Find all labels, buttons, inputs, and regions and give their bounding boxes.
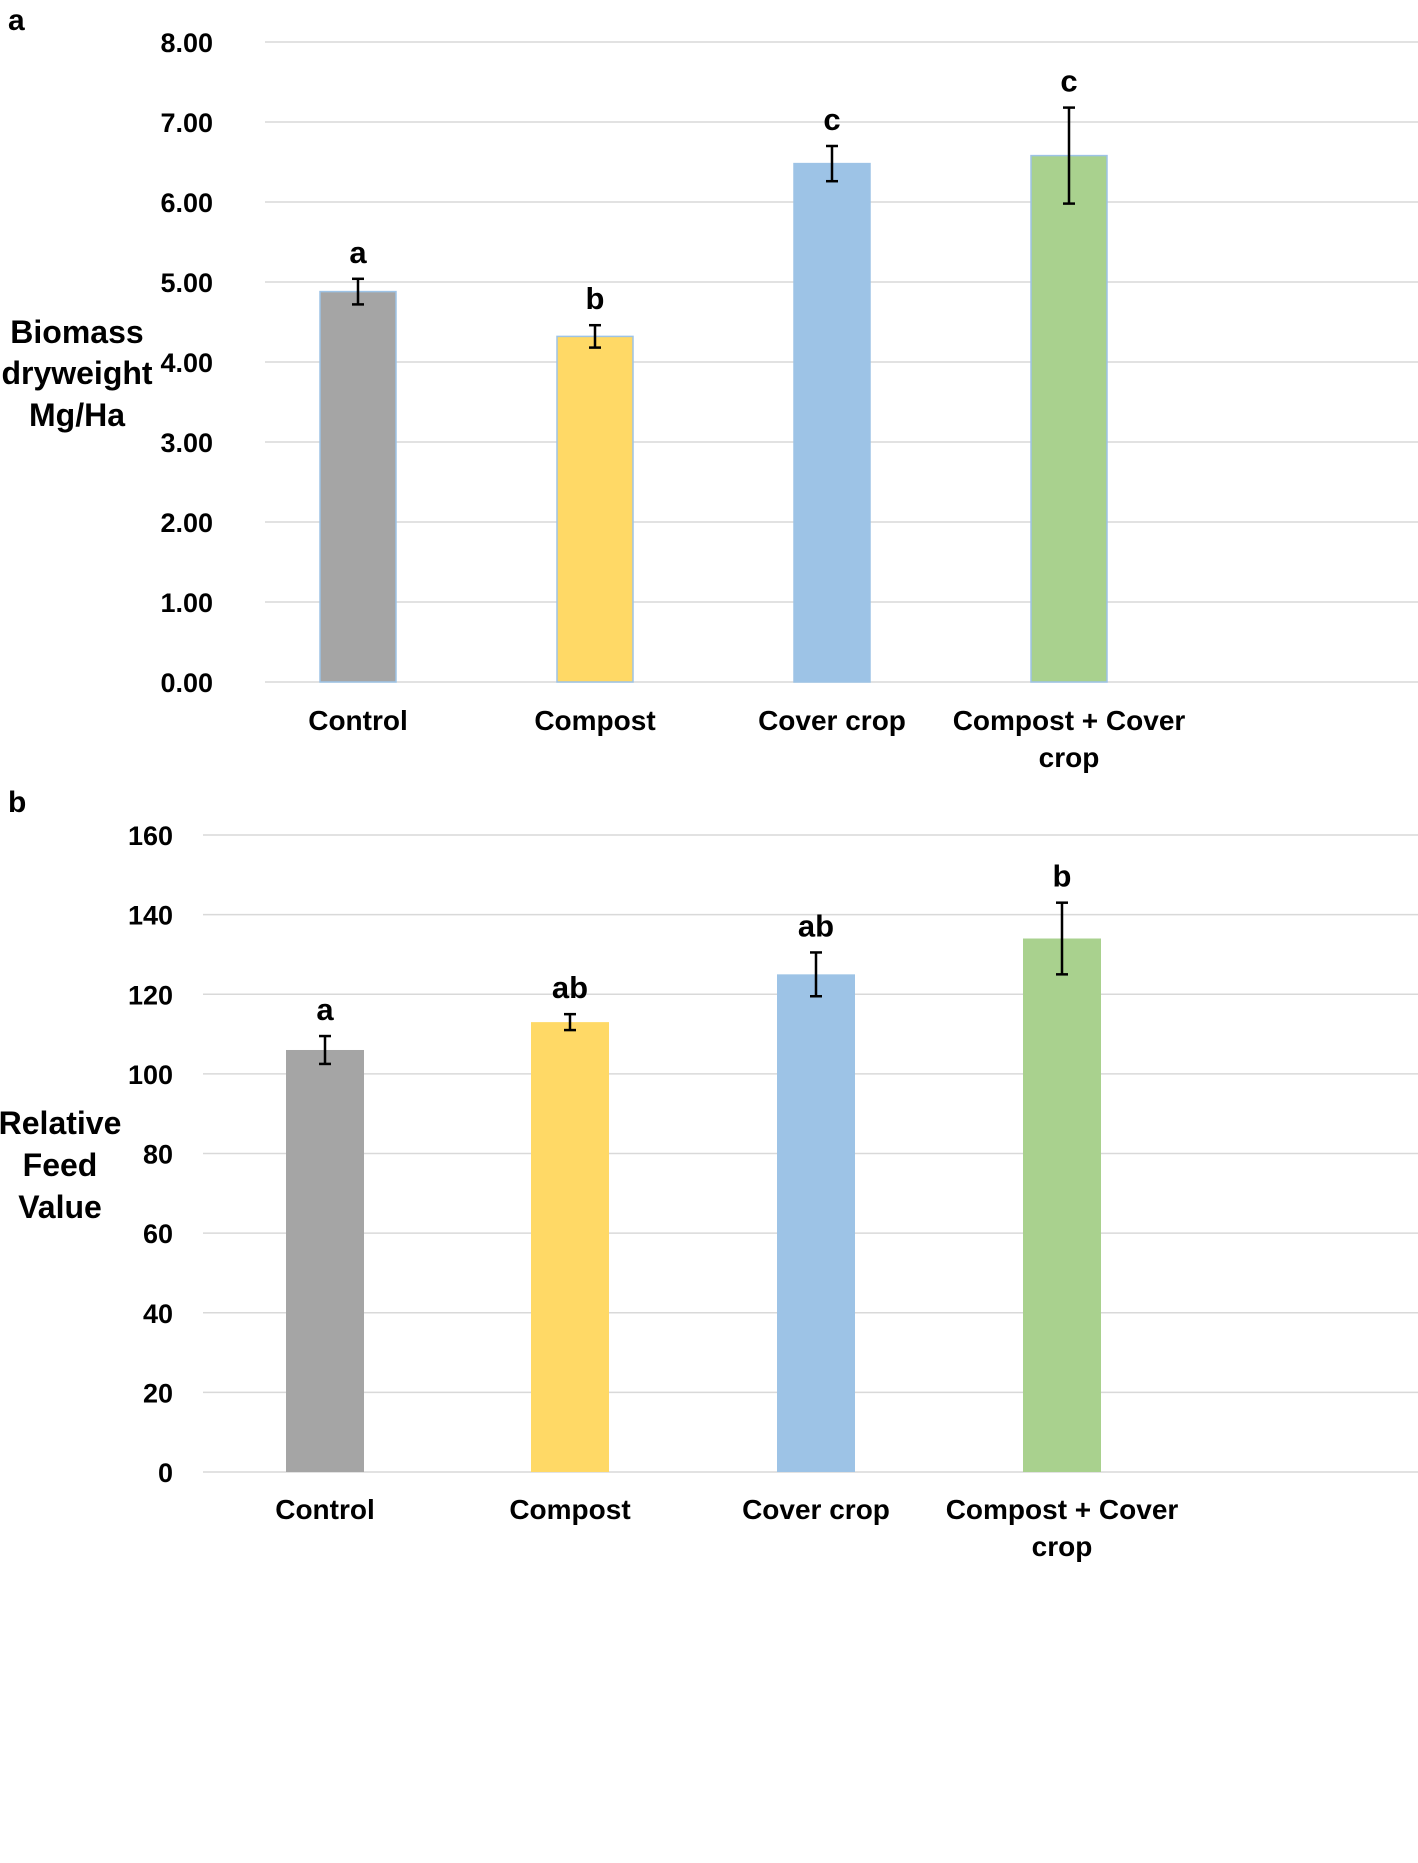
x-tick-label: Cover crop: [742, 1494, 890, 1525]
y-tick-label: 0.00: [160, 668, 213, 698]
significance-letter: ab: [798, 908, 834, 943]
y-tick-label: 0: [158, 1458, 173, 1488]
bar: [1023, 938, 1101, 1472]
x-tick-label: Compost + Cover: [946, 1494, 1179, 1525]
y-axis-label: Biomass: [10, 314, 143, 350]
y-tick-label: 2.00: [160, 508, 213, 538]
x-tick-label: Compost + Cover: [953, 705, 1186, 736]
bar: [777, 974, 855, 1472]
y-tick-label: 140: [128, 901, 173, 931]
bar: [793, 162, 871, 683]
y-tick-label: 160: [128, 821, 173, 851]
y-tick-label: 8.00: [160, 28, 213, 58]
y-axis-label: dryweight: [1, 355, 152, 391]
x-tick-label: Cover crop: [758, 705, 906, 736]
y-tick-label: 120: [128, 980, 173, 1010]
bar: [1030, 154, 1108, 683]
y-tick-label: 60: [143, 1219, 173, 1249]
y-tick-label: 80: [143, 1140, 173, 1170]
significance-letter: b: [586, 281, 605, 316]
y-tick-label: 20: [143, 1378, 173, 1408]
panel-label: b: [8, 786, 26, 819]
x-tick-label: Compost: [534, 705, 655, 736]
significance-letter: a: [316, 992, 334, 1027]
y-tick-label: 5.00: [160, 268, 213, 298]
y-tick-label: 1.00: [160, 588, 213, 618]
y-tick-label: 40: [143, 1299, 173, 1329]
x-tick-label: Control: [275, 1494, 375, 1525]
significance-letter: b: [1053, 859, 1072, 894]
x-tick-label: Compost: [509, 1494, 630, 1525]
panel-label: a: [8, 4, 25, 37]
significance-letter: c: [823, 102, 840, 137]
bar: [531, 1022, 609, 1472]
significance-letter: c: [1060, 64, 1077, 99]
y-axis-label: Feed: [23, 1147, 98, 1183]
y-axis-label: Relative: [0, 1105, 121, 1141]
significance-letter: a: [349, 235, 367, 270]
y-tick-label: 4.00: [160, 348, 213, 378]
y-tick-label: 3.00: [160, 428, 213, 458]
bar: [556, 335, 634, 683]
significance-letter: ab: [552, 970, 588, 1005]
bar: [286, 1049, 364, 1472]
chart-panel-b: b 0 20 40 60 80 100 120 140 160 Relative Feed Value a…: [0, 786, 1418, 1562]
x-tick-label: crop: [1032, 1531, 1093, 1562]
y-axis-label: Value: [18, 1189, 102, 1225]
y-tick-label: 6.00: [160, 188, 213, 218]
y-axis-label: Mg/Ha: [29, 397, 125, 433]
bar: [319, 290, 397, 683]
chart-panel-a: a 0.00 1.00 2.00 3.00 4.00 5.00 6.00 7.00 8.00 Bio…: [1, 4, 1418, 773]
y-tick-label: 7.00: [160, 108, 213, 138]
y-tick-label: 100: [128, 1060, 173, 1090]
x-tick-label: crop: [1039, 742, 1100, 773]
x-tick-label: Control: [308, 705, 408, 736]
